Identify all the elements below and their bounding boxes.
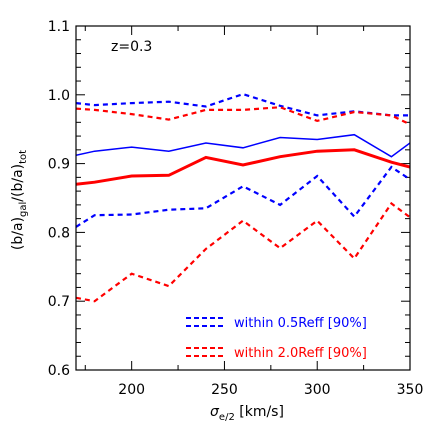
y-tick-label: 0.9 <box>48 157 70 173</box>
series-layer <box>76 92 410 303</box>
plot-frame <box>75 25 411 371</box>
y-axis-title: (b/a)gal/(b/a)tot <box>10 150 29 250</box>
legend-label: within 2.0Reff [90%] <box>234 346 367 361</box>
x-axis-unit: [km/s] <box>235 404 284 420</box>
series-line-5 <box>76 106 410 126</box>
y-tick-label: 1.1 <box>48 19 70 35</box>
tick-marks <box>76 25 411 371</box>
series-line-1 <box>76 133 410 158</box>
x-axis-symbol: σ <box>210 404 220 420</box>
y-axis-numerator: (b/a) <box>10 217 26 250</box>
x-tick-label: 250 <box>211 382 238 398</box>
x-axis-title: σe/2 [km/s] <box>210 404 284 423</box>
series-line-3 <box>76 165 410 228</box>
y-tick-label: 0.6 <box>48 363 70 379</box>
series-line-4 <box>76 148 410 186</box>
legend: within 0.5Reff [90%] within 2.0Reff [90%] <box>186 316 367 361</box>
tick-labels: 200 250 300 350 0.6 0.7 0.8 0.9 1.0 1.1 <box>48 19 424 398</box>
x-tick-label: 200 <box>118 382 145 398</box>
x-axis-subscript: e/2 <box>219 412 235 423</box>
redshift-annotation: z=0.3 <box>111 39 152 55</box>
y-axis-denominator-subscript: tot <box>18 150 29 164</box>
y-axis-numerator-subscript: gal <box>18 202 29 217</box>
legend-label: within 0.5Reff [90%] <box>234 316 367 331</box>
series-line-6 <box>76 201 410 303</box>
y-tick-label: 0.7 <box>48 294 70 310</box>
x-tick-label: 350 <box>397 382 424 398</box>
x-tick-label: 300 <box>304 382 331 398</box>
y-tick-label: 0.8 <box>48 225 70 241</box>
y-axis-denominator: /(b/a) <box>10 164 26 202</box>
y-tick-label: 1.0 <box>48 88 70 104</box>
